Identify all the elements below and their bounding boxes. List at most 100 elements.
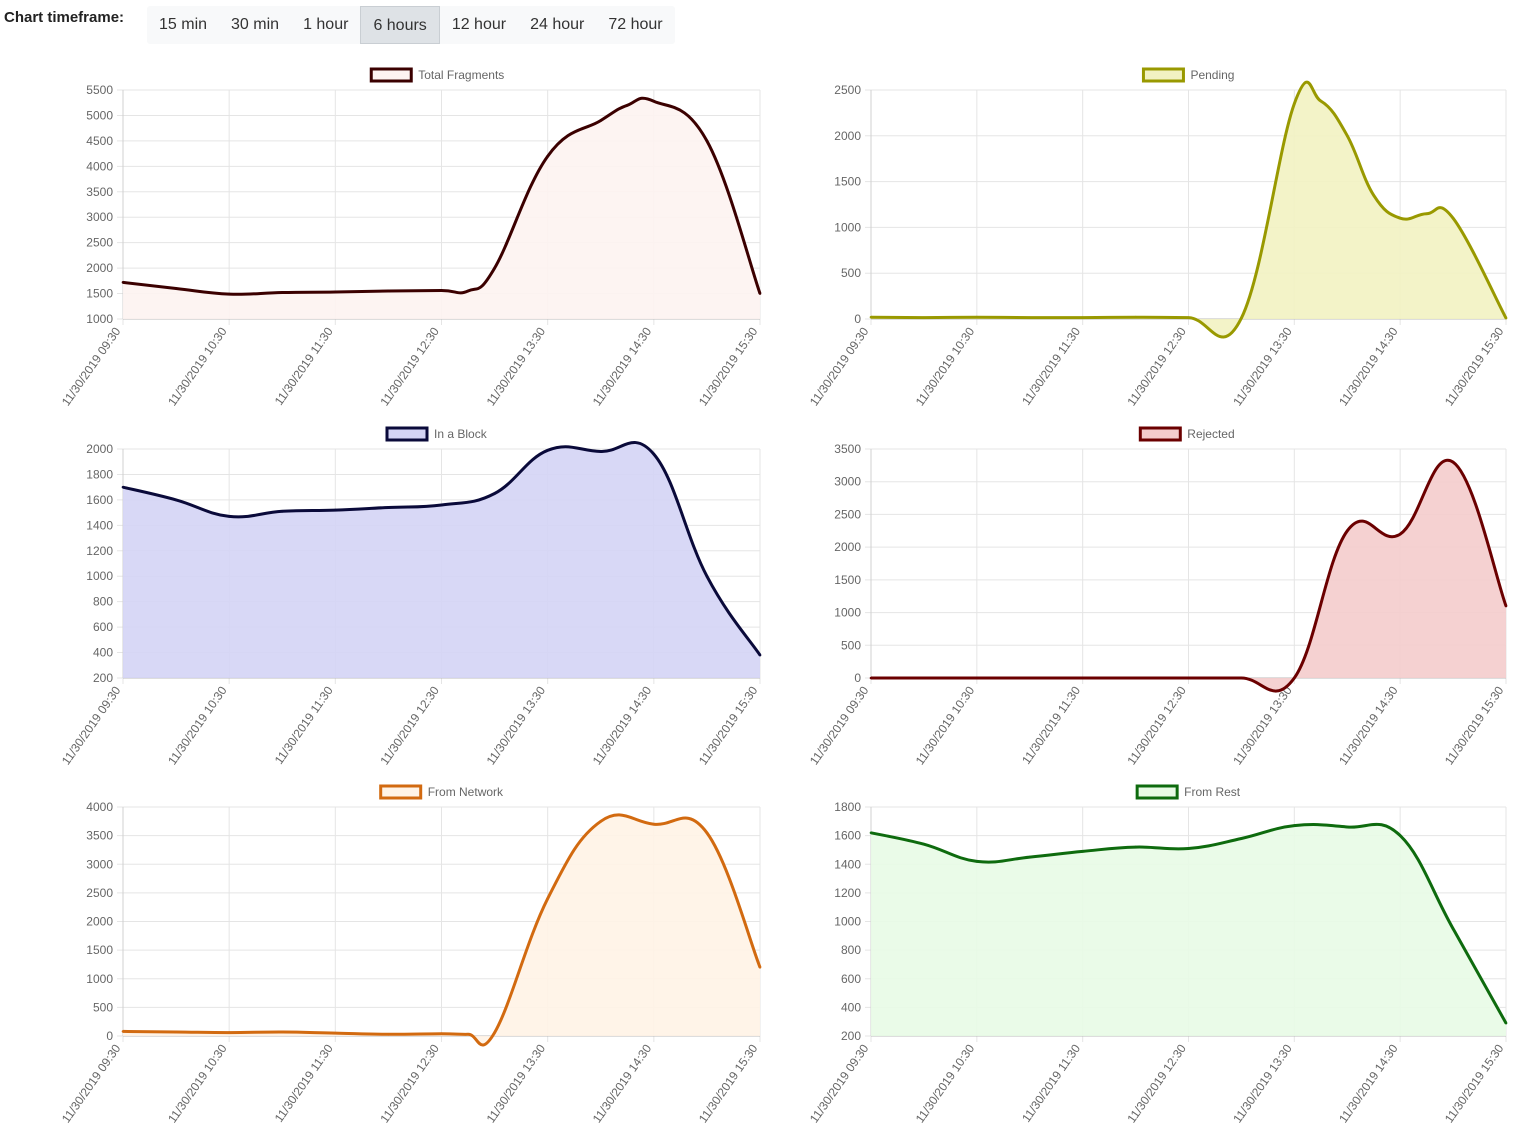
data-point (334, 1031, 337, 1035)
legend-label: From Network (428, 785, 504, 799)
x-tick-label: 11/30/2019 09:30 (59, 324, 124, 408)
y-tick-label: 2000 (834, 129, 861, 143)
data-point (1240, 316, 1243, 320)
data-point (1345, 529, 1349, 533)
data-point (1398, 532, 1402, 536)
y-tick-label: 5500 (86, 83, 113, 97)
timeframe-1hour-button[interactable]: 1 hour (303, 16, 349, 33)
legend-label: Pending (1190, 68, 1234, 82)
y-tick-label: 200 (841, 1029, 861, 1043)
x-tick-label: 11/30/2019 13:30 (484, 683, 549, 767)
data-point (1134, 676, 1137, 680)
x-tick-label: 11/30/2019 15:30 (696, 683, 761, 767)
data-point (1504, 316, 1508, 320)
x-tick-label: 11/30/2019 13:30 (1230, 1041, 1295, 1125)
data-point (705, 831, 709, 835)
y-tick-label: 1500 (86, 287, 113, 301)
data-point (869, 676, 873, 680)
data-point (1028, 316, 1032, 319)
y-tick-label: 200 (93, 671, 113, 685)
y-tick-label: 0 (106, 1029, 113, 1043)
y-tick-label: 1500 (834, 175, 861, 189)
data-point (280, 1030, 284, 1034)
data-point (1134, 845, 1137, 849)
data-point (869, 315, 873, 319)
y-tick-label: 1000 (834, 915, 861, 929)
data-point (121, 281, 125, 284)
series-line (122, 813, 762, 1047)
data-point (280, 510, 284, 513)
x-tick-label: 11/30/2019 11:30 (272, 683, 336, 766)
series-area (123, 814, 760, 1046)
legend-swatch (1138, 426, 1182, 442)
data-point (922, 316, 926, 319)
data-point (1081, 676, 1084, 680)
x-tick-label: 11/30/2019 09:30 (807, 324, 872, 408)
data-point (174, 1030, 178, 1034)
data-point (1293, 102, 1296, 106)
x-tick-label: 11/30/2019 09:30 (807, 1041, 872, 1125)
data-point (758, 966, 762, 969)
data-point (334, 508, 337, 512)
data-point (1345, 134, 1349, 138)
legend-swatch (1135, 784, 1179, 800)
y-tick-label: 3000 (86, 857, 113, 871)
data-point (440, 1032, 443, 1036)
y-tick-label: 1400 (86, 518, 113, 532)
y-tick-label: 600 (93, 620, 113, 634)
legend-label: Rejected (1187, 427, 1234, 441)
data-point (121, 1030, 125, 1033)
data-point (1134, 315, 1137, 319)
x-tick-label: 11/30/2019 09:30 (807, 683, 872, 767)
data-point (466, 1032, 470, 1036)
legend-swatch (369, 67, 413, 83)
chart-in-a-block: In a Block 200 400 600 800 1000 1200 1400 1600 18… (59, 426, 762, 768)
x-tick-label: 11/30/2019 11:30 (1019, 324, 1083, 407)
timeframe-72hour-button[interactable]: 72 hour (608, 16, 663, 33)
data-point (1345, 825, 1349, 829)
x-tick-label: 11/30/2019 15:30 (1442, 324, 1507, 408)
data-point (546, 154, 549, 158)
data-point (440, 289, 443, 292)
data-point (1240, 676, 1243, 680)
legend-label: From Rest (1184, 785, 1241, 799)
data-point (1451, 927, 1455, 930)
timeframe-30min-button[interactable]: 30 min (231, 16, 280, 33)
y-tick-label: 0 (854, 671, 861, 685)
y-tick-label: 500 (841, 266, 861, 280)
y-tick-label: 4000 (86, 159, 113, 173)
timeframe-button-group: 15 min 30 min 1 hour 6 hours 12 hour 24 … (147, 6, 675, 44)
timeframe-12hour-button[interactable]: 12 hour (451, 16, 507, 33)
data-point (493, 266, 496, 270)
x-tick-label: 11/30/2019 13:30 (484, 324, 549, 408)
timeframe-24hour-button[interactable]: 24 hour (530, 16, 585, 33)
timeframe-6hours-button[interactable]: 6 hours (360, 6, 440, 44)
data-point (1398, 216, 1402, 220)
timeframe-15min-button[interactable]: 15 min (159, 16, 208, 33)
y-tick-label: 2500 (86, 236, 113, 250)
y-tick-label: 500 (93, 1000, 113, 1014)
x-tick-label: 11/30/2019 11:30 (272, 324, 336, 407)
data-point (493, 1031, 496, 1034)
data-point (1187, 676, 1190, 680)
data-point (1425, 212, 1428, 215)
x-tick-label: 11/30/2019 15:30 (696, 324, 761, 408)
y-tick-label: 1200 (86, 544, 113, 558)
y-tick-label: 4000 (86, 800, 113, 814)
x-tick-label: 11/30/2019 14:30 (1336, 683, 1401, 767)
data-point (1398, 834, 1402, 837)
x-tick-label: 11/30/2019 09:30 (59, 1041, 124, 1125)
y-tick-label: 400 (841, 1000, 861, 1014)
y-tick-label: 2000 (86, 442, 113, 456)
data-point (1319, 99, 1323, 103)
data-point (922, 676, 926, 680)
series-area (871, 460, 1506, 692)
data-point (387, 506, 390, 509)
y-tick-label: 1000 (834, 220, 861, 234)
x-tick-label: 11/30/2019 14:30 (590, 324, 655, 408)
data-point (758, 653, 762, 657)
data-point (546, 897, 549, 900)
y-tick-label: 1000 (86, 569, 113, 583)
y-tick-label: 2000 (86, 261, 113, 275)
data-point (975, 676, 979, 680)
